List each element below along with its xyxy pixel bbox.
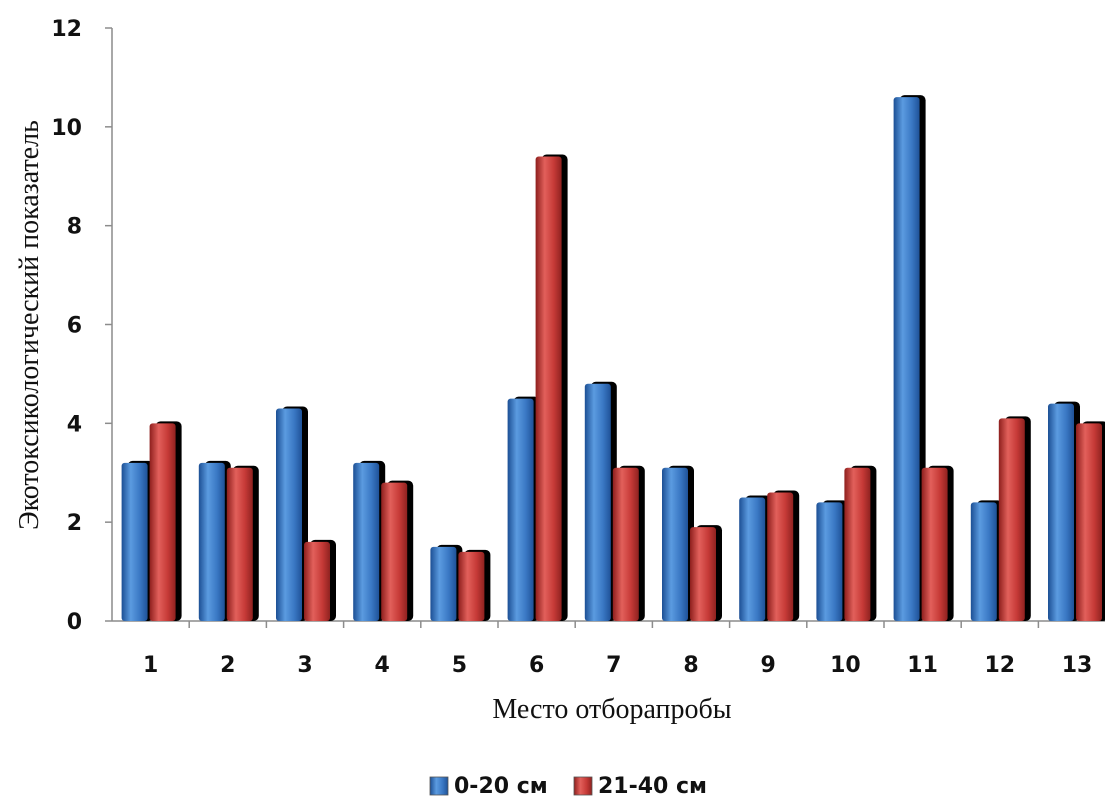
x-ticks: 1 2 3 4 5 6 7 8 9 10 11 12 13 [143,621,1092,678]
bar-series1-4 [353,460,386,621]
bar-series2-12 [998,416,1031,621]
bar [353,462,380,621]
legend: 0-20 см 21-40 см [429,774,707,799]
bar [612,467,639,621]
bar-series1-5 [430,544,463,621]
x-tick-label: 6 [529,653,544,678]
bar [1076,423,1102,621]
bar [662,467,688,621]
bar-series1-11 [893,95,926,621]
bar [430,546,457,621]
bar-series1-7 [584,381,617,621]
bar [816,502,843,621]
bar-series2-8 [690,525,722,621]
x-tick-label: 9 [761,653,776,678]
bar-series2-1 [149,421,182,621]
bar-series2-11 [921,465,954,621]
bar [690,527,716,621]
bar-series2-3 [304,539,336,621]
x-tick-label: 1 [143,653,158,678]
x-tick-label: 7 [606,653,621,678]
bar [276,408,302,621]
bar-series1-12 [970,500,1003,621]
bar [226,467,253,621]
legend-label: 21-40 см [598,774,707,799]
bar [1048,403,1074,621]
x-tick-label: 10 [830,653,861,678]
bar-series1-13 [1048,401,1080,621]
bar [844,467,871,621]
bar-series2-7 [612,465,645,621]
y-tick-label: 8 [67,215,82,240]
y-tick-label: 10 [51,116,82,141]
x-tick-label: 13 [1062,653,1093,678]
bars [121,95,1105,621]
legend-swatch [429,776,449,796]
bar-series1-6 [507,396,540,621]
bar [198,462,225,621]
bar [767,492,794,621]
bar [998,418,1025,621]
bar [121,462,148,621]
bar [970,502,997,621]
bar-series2-6 [535,154,568,621]
bar-series1-3 [276,406,308,621]
bar-series1-2 [198,460,231,621]
bar-series1-9 [739,495,772,621]
bar [893,97,920,621]
bar-series2-10 [844,465,877,621]
bar-series2-5 [458,549,491,621]
bar-series2-13 [1076,421,1105,621]
bar-series2-9 [767,490,800,621]
bar [458,551,485,621]
x-tick-label: 2 [220,653,235,678]
bar-series1-8 [662,465,694,621]
legend-swatch [573,776,593,796]
y-tick-label: 12 [51,17,82,42]
y-tick-label: 4 [67,412,82,437]
x-axis-title: Место отборапробы [492,694,731,725]
bar [739,497,766,621]
x-tick-label: 12 [984,653,1015,678]
bar-series1-10 [816,500,849,621]
bar-series2-4 [381,480,414,621]
bar-series1-1 [121,460,154,621]
x-tick-label: 5 [452,653,467,678]
bar [584,383,611,621]
legend-label: 0-20 см [454,774,548,799]
bar [921,467,948,621]
bar-series2-2 [226,465,259,621]
x-tick-label: 4 [375,653,390,678]
bar [381,482,408,621]
y-tick-label: 0 [67,610,82,635]
x-tick-label: 3 [297,653,312,678]
bar [507,398,534,621]
x-tick-label: 8 [683,653,698,678]
bar [149,423,176,621]
bar [304,541,330,621]
y-axis-title: Экотоксикологический показатель [14,120,45,530]
x-tick-label: 11 [907,653,938,678]
y-tick-label: 2 [67,511,82,536]
y-tick-label: 6 [67,314,82,339]
bar [535,156,562,621]
y-ticks: 0 2 4 6 8 10 12 [51,17,112,635]
